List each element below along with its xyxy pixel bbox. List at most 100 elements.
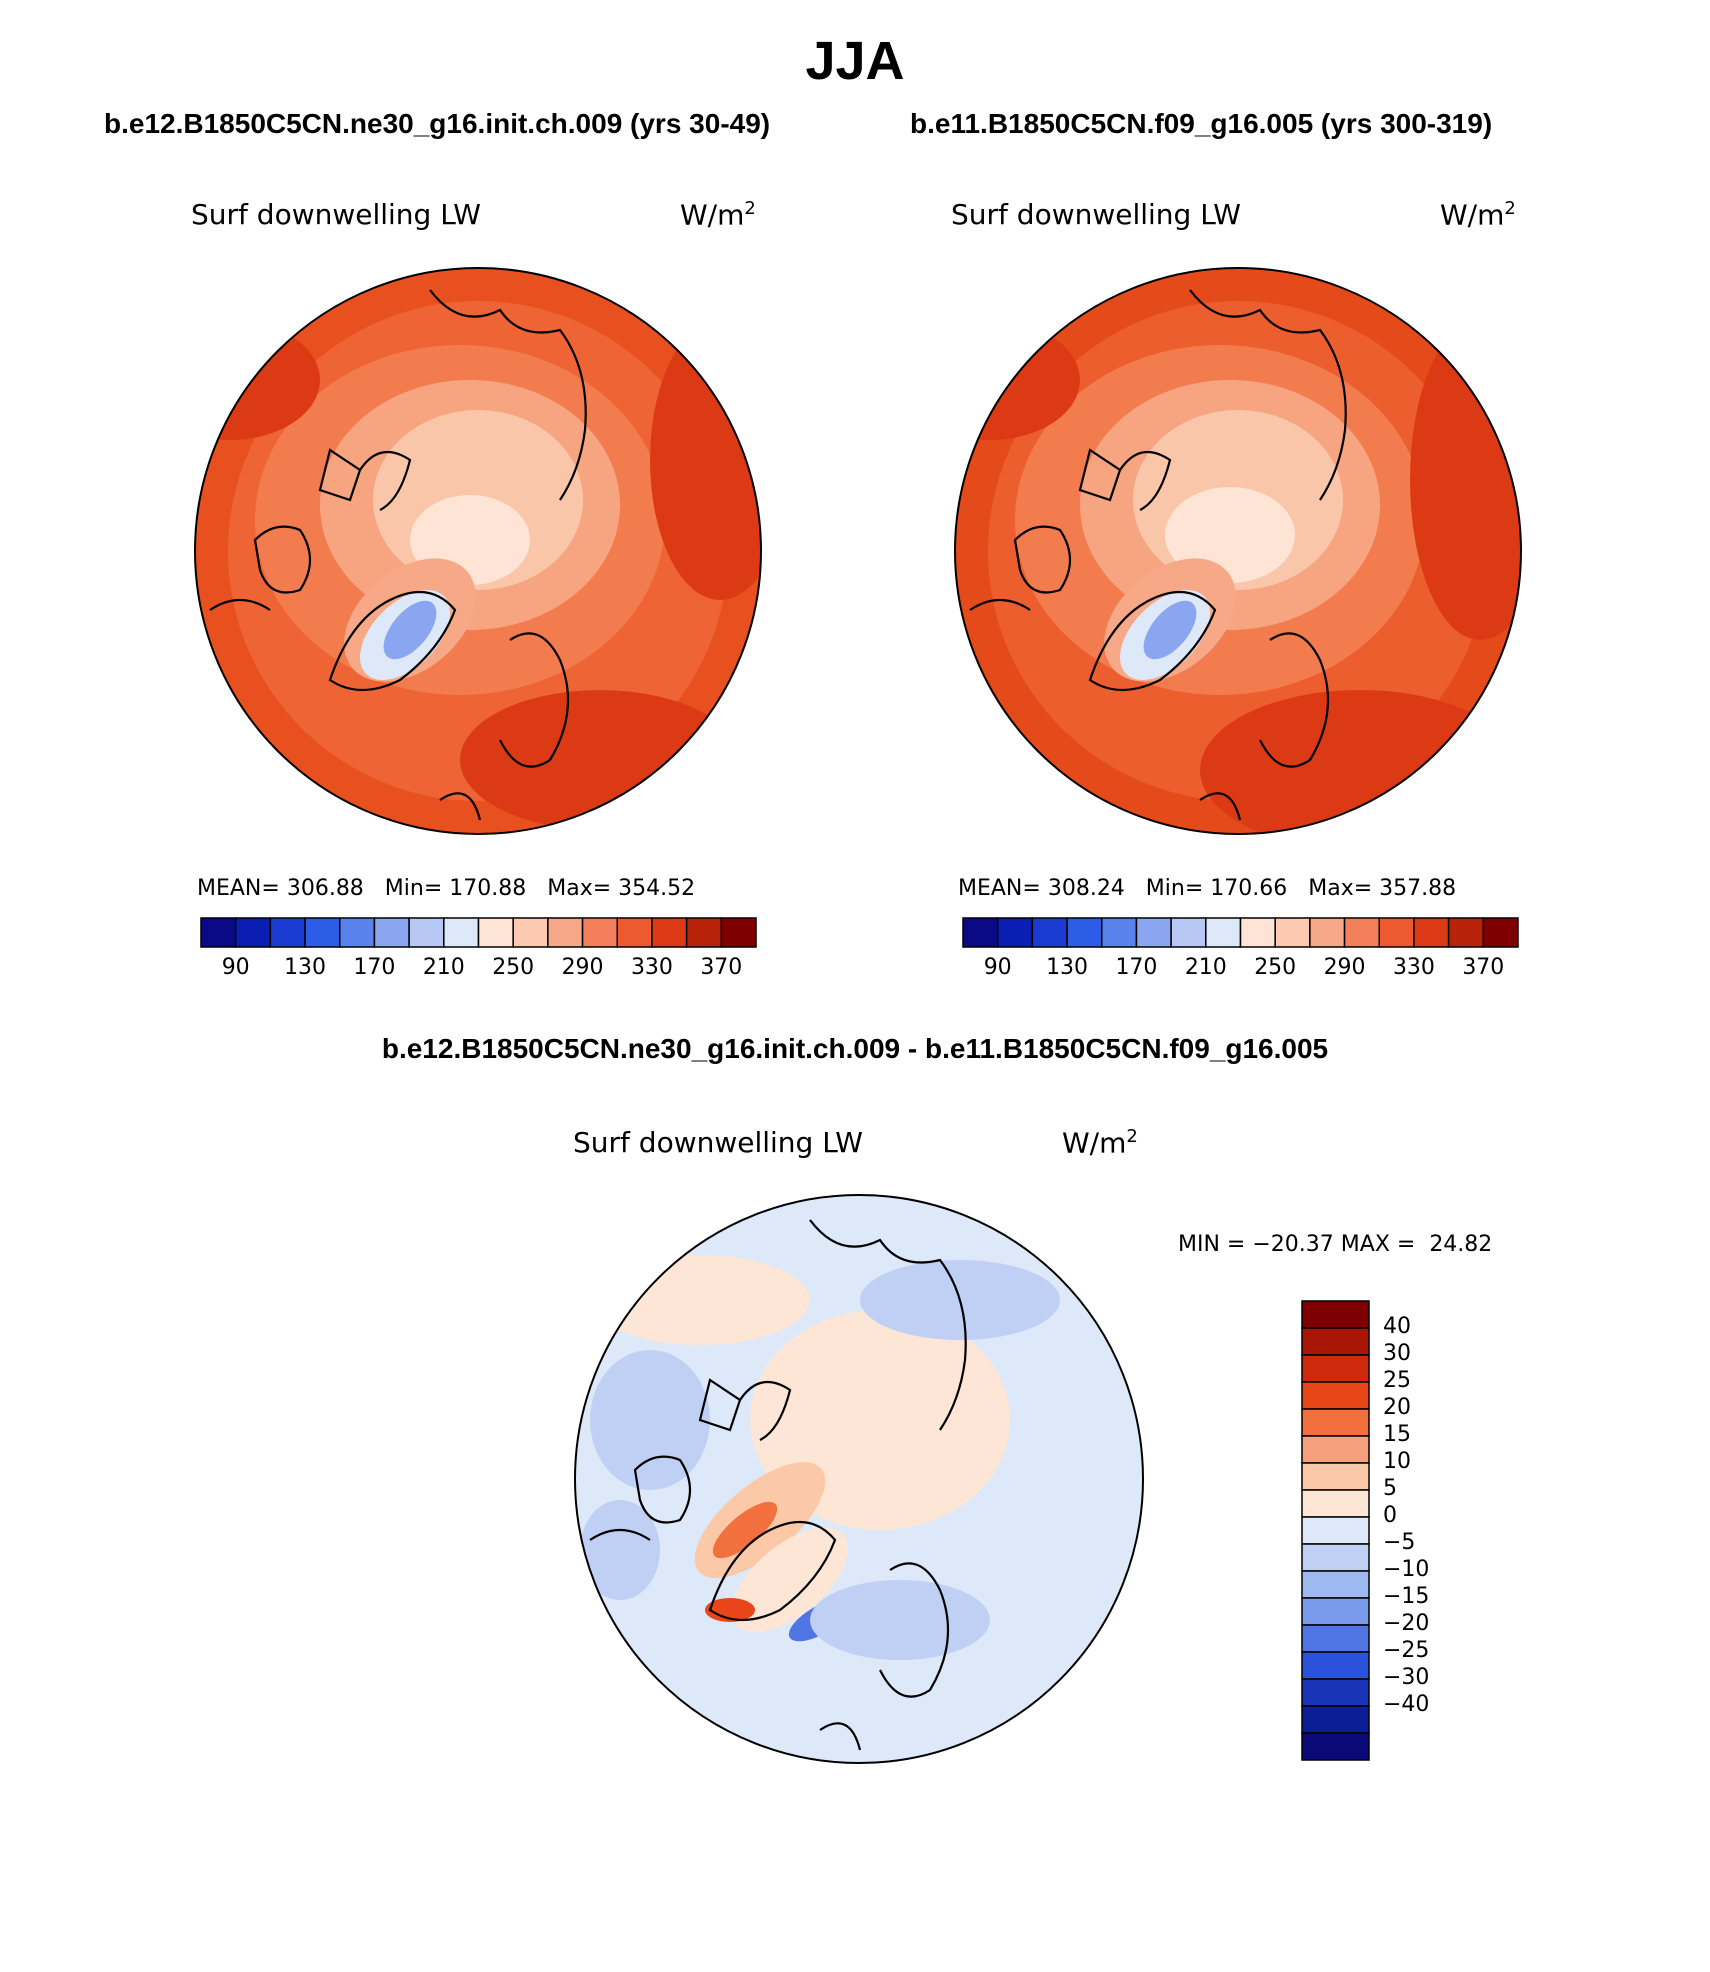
colorbar-swatch [1301,1543,1370,1572]
colorbar-swatch [1343,917,1380,948]
right-case-title: b.e11.B1850C5CN.f09_g16.005 (yrs 300-319… [910,108,1493,139]
colorbar-swatch [1301,1597,1370,1626]
colorbar-tick-label: −5 [1383,1530,1416,1555]
colorbar-swatch [1066,917,1103,948]
colorbar-swatch [1301,1516,1370,1545]
colorbar-swatch [1031,917,1068,948]
colorbar-swatch [443,917,480,948]
colorbar-swatch [408,917,445,948]
right-colorbar [962,917,1519,948]
colorbar-tick-label: 370 [700,955,743,980]
left-units-label: W/m2 [680,198,756,232]
colorbar-tick-label: 250 [492,955,535,980]
colorbar-tick-label: 30 [1383,1341,1411,1366]
colorbar-tick-label: −10 [1383,1557,1430,1582]
colorbar-swatch [996,917,1034,948]
colorbar-swatch [373,917,410,948]
colorbar-tick-label: 250 [1254,955,1297,980]
colorbar-tick-label: 20 [1383,1395,1411,1420]
left-colorbar [200,917,757,948]
right-stats: MEAN= 308.24 Min= 170.66 Max= 357.88 [958,876,1457,901]
colorbar-swatch [304,917,341,948]
difference-title: b.e12.B1850C5CN.ne30_g16.init.ch.009 - b… [381,1033,1329,1064]
colorbar-swatch [962,917,999,948]
colorbar-swatch [1309,917,1346,948]
left-case-title: b.e12.B1850C5CN.ne30_g16.init.ch.009 (yr… [104,108,771,139]
colorbar-swatch [616,917,653,948]
colorbar-swatch [1101,917,1138,948]
colorbar-tick-label: 40 [1383,1314,1411,1339]
colorbar-tick-label: −15 [1383,1584,1430,1609]
colorbar-swatch [512,917,549,948]
colorbar-swatch [1301,1570,1370,1599]
colorbar-tick-label: 370 [1462,955,1505,980]
colorbar-swatch [1301,1732,1370,1761]
colorbar-swatch [685,917,723,948]
colorbar-swatch [651,917,688,948]
colorbar-swatch [720,917,757,948]
colorbar-tick-label: 290 [561,955,604,980]
diff-variable-label: Surf downwelling LW [573,1126,863,1159]
colorbar-tick-label: 210 [1184,955,1227,980]
colorbar-tick-label: 15 [1383,1422,1411,1447]
colorbar-tick-label: 330 [630,955,673,980]
colorbar-swatch [1301,1327,1370,1356]
colorbar-swatch [339,917,376,948]
colorbar-swatch [1301,1408,1370,1437]
diff-units-label: W/m2 [1062,1126,1138,1160]
colorbar-swatch [1301,1624,1370,1653]
colorbar-swatch [234,917,272,948]
colorbar-swatch [1301,1651,1370,1680]
colorbar-swatch [1378,917,1415,948]
left-stats: MEAN= 306.88 Min= 170.88 Max= 354.52 [197,876,696,901]
right-units-label: W/m2 [1440,198,1516,232]
colorbar-tick-label: −30 [1383,1665,1430,1690]
colorbar-tick-label: 10 [1383,1449,1411,1474]
colorbar-tick-label: 170 [1115,955,1158,980]
colorbar-swatch [1301,1705,1370,1734]
colorbar-tick-label: 330 [1392,955,1435,980]
right-polar-map [954,267,1522,835]
colorbar-tick-label: 130 [1046,955,1089,980]
difference-colorbar [1301,1300,1370,1761]
colorbar-swatch [1447,917,1485,948]
colorbar-swatch [1274,917,1311,948]
right-variable-label: Surf downwelling LW [951,198,1241,231]
colorbar-tick-label: −20 [1383,1611,1430,1636]
colorbar-swatch [477,917,514,948]
colorbar-tick-label: 210 [422,955,465,980]
colorbar-tick-label: 25 [1383,1368,1411,1393]
colorbar-swatch [1205,917,1242,948]
colorbar-swatch [269,917,306,948]
colorbar-tick-label: 90 [221,955,250,980]
diff-stats: MIN = −20.37 MAX = 24.82 [1178,1232,1493,1257]
colorbar-swatch [547,917,584,948]
colorbar-swatch [1301,1462,1370,1491]
colorbar-swatch [1301,1435,1370,1464]
colorbar-swatch [1301,1354,1370,1383]
colorbar-swatch [200,917,237,948]
colorbar-swatch [1301,1489,1370,1518]
left-variable-label: Surf downwelling LW [191,198,481,231]
colorbar-swatch [1301,1300,1370,1329]
colorbar-tick-label: 170 [353,955,396,980]
colorbar-swatch [1170,917,1207,948]
colorbar-tick-label: −25 [1383,1638,1430,1663]
colorbar-swatch [1135,917,1172,948]
colorbar-swatch [1482,917,1519,948]
difference-polar-map [574,1194,1144,1764]
colorbar-tick-label: 90 [983,955,1012,980]
colorbar-swatch [1301,1381,1370,1410]
colorbar-swatch [1301,1678,1370,1707]
colorbar-swatch [1413,917,1450,948]
colorbar-tick-label: 290 [1323,955,1366,980]
colorbar-swatch [1239,917,1276,948]
left-polar-map [194,267,762,835]
figure-title: JJA [805,31,905,91]
colorbar-tick-label: 0 [1383,1503,1397,1528]
colorbar-tick-label: 5 [1383,1476,1397,1501]
colorbar-tick-label: −40 [1383,1692,1430,1717]
colorbar-swatch [581,917,618,948]
colorbar-tick-label: 130 [284,955,327,980]
